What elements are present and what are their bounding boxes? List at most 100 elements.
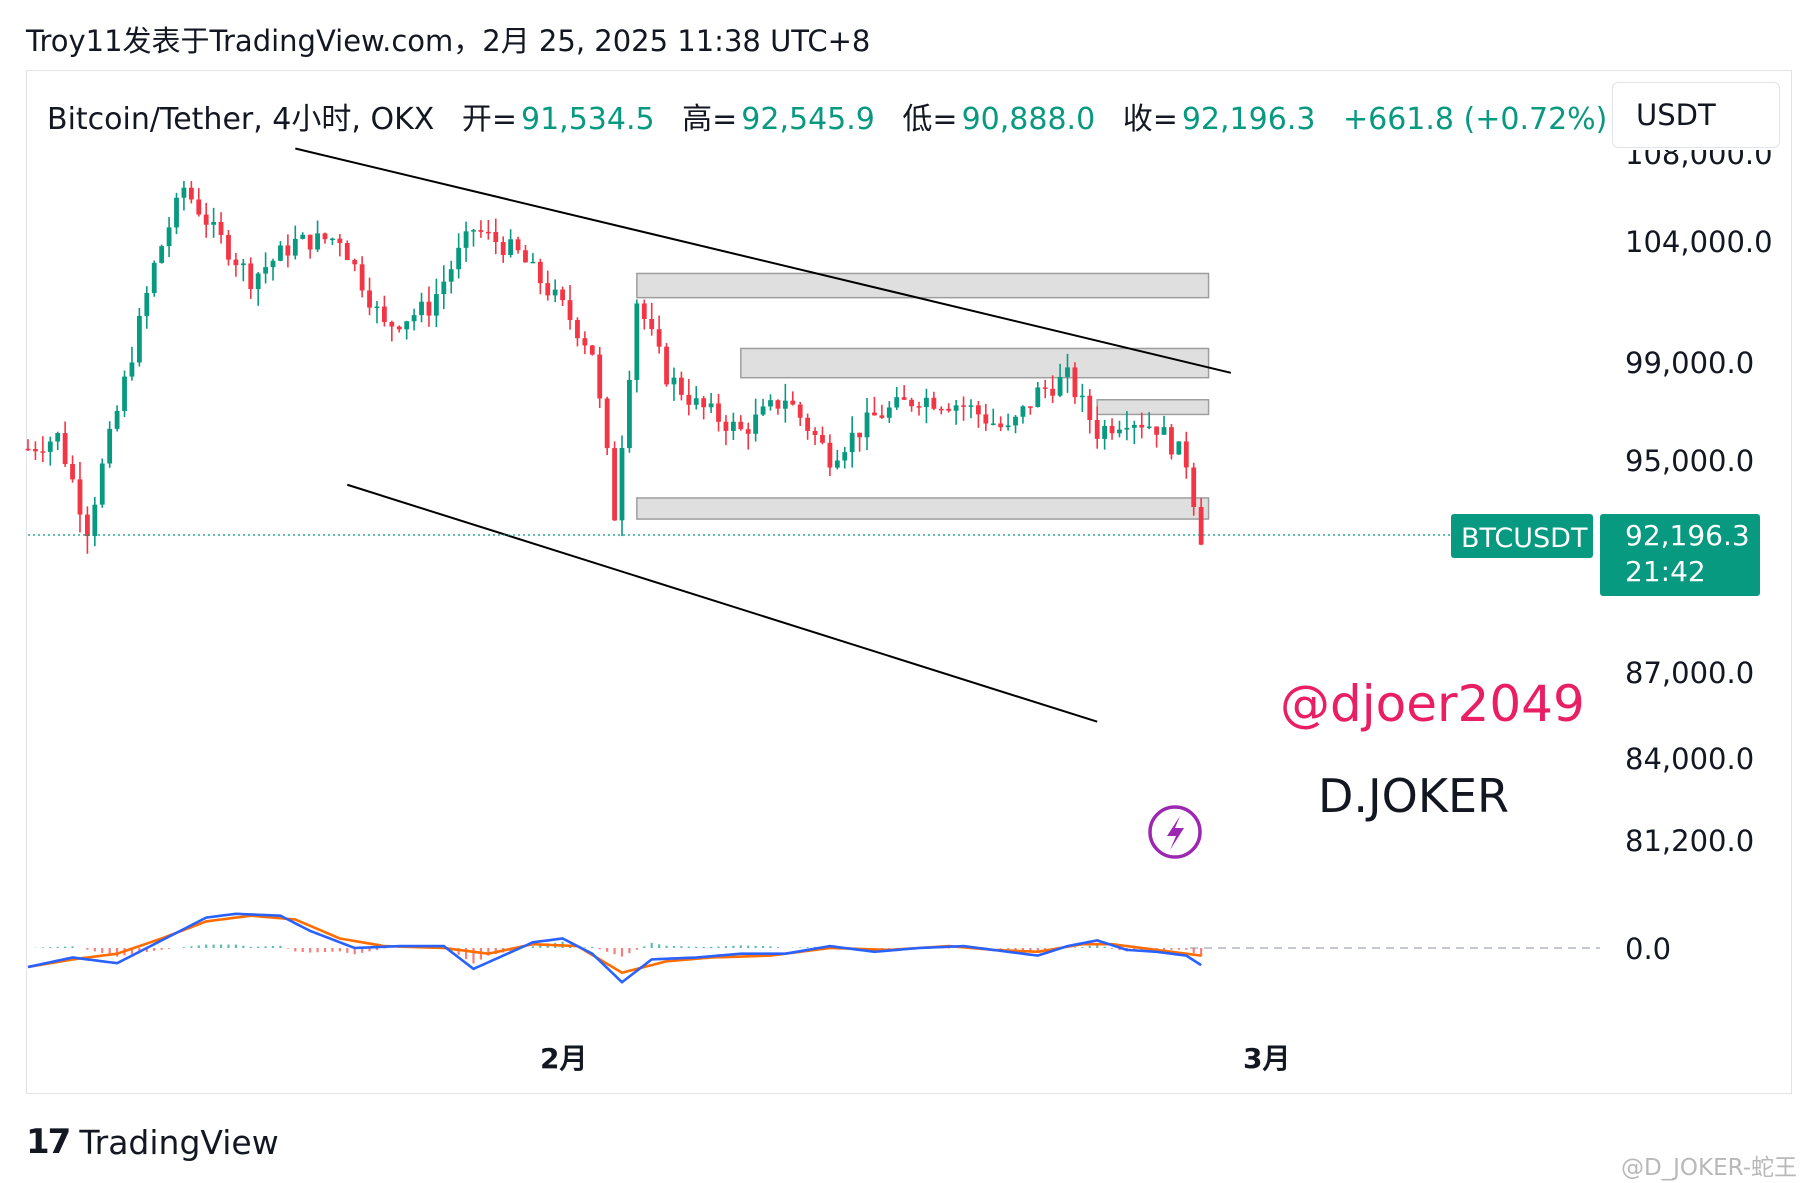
- candle-body: [827, 442, 833, 468]
- tv-logo-icon: 17: [26, 1122, 71, 1162]
- candle-body: [1087, 395, 1093, 421]
- candle-body: [968, 405, 974, 407]
- candle-body: [359, 264, 365, 291]
- candle-body: [1183, 441, 1189, 468]
- candle-body: [1042, 387, 1048, 389]
- candle-body: [92, 504, 98, 536]
- candle-body: [218, 221, 224, 235]
- candle-body: [122, 376, 127, 411]
- candle-body: [1013, 416, 1018, 426]
- macd-line: [27, 912, 1202, 984]
- candle-body: [203, 214, 209, 225]
- candle-body: [1176, 441, 1182, 455]
- candle-body: [738, 421, 744, 430]
- close-value: 92,196.3: [1181, 102, 1316, 137]
- resistance-zone: [1096, 399, 1210, 416]
- currency-button[interactable]: USDT: [1612, 82, 1780, 148]
- candle-body: [1131, 424, 1137, 428]
- candle-body: [99, 463, 105, 505]
- candle-body: [463, 231, 469, 248]
- candle-body: [485, 231, 491, 234]
- candle-body: [285, 245, 291, 256]
- candle-body: [1057, 376, 1063, 396]
- candle-body: [107, 428, 113, 464]
- low-value: 90,888.0: [961, 102, 1096, 137]
- price-axis-label: 84,000.0: [1625, 742, 1754, 776]
- candle-body: [760, 406, 766, 415]
- candle-body: [300, 234, 306, 239]
- price-axis-label: 95,000.0: [1625, 444, 1754, 478]
- candle-body: [1020, 406, 1026, 417]
- candle-body: [730, 421, 736, 431]
- candle-body: [619, 447, 625, 521]
- candle-body: [114, 410, 120, 429]
- candle-body: [641, 303, 647, 320]
- candle-body: [344, 243, 350, 260]
- price-axis-label: 81,200.0: [1625, 824, 1754, 858]
- publish-header: Troy11发表于TradingView.com，2月 25, 2025 11:…: [26, 24, 871, 58]
- candle-body: [441, 281, 447, 295]
- candle-body: [456, 247, 462, 270]
- candle-body: [627, 379, 632, 448]
- candle-body: [322, 233, 328, 240]
- candle-body: [77, 479, 83, 515]
- candle-body: [85, 514, 90, 536]
- candle-body: [62, 433, 68, 464]
- candle-body: [337, 238, 343, 244]
- candle-body: [649, 319, 655, 330]
- price-tag-countdown: 21:42: [1625, 555, 1706, 588]
- candle-body: [857, 432, 862, 438]
- candle-body: [679, 377, 684, 395]
- name-watermark: D.JOKER: [1318, 769, 1509, 823]
- candle-body: [589, 345, 595, 355]
- candle-body: [419, 301, 424, 316]
- candle-body: [144, 292, 150, 316]
- candle-body: [159, 246, 165, 263]
- candle-body: [1079, 395, 1085, 398]
- candle-body: [812, 430, 818, 435]
- candle-body: [664, 346, 669, 385]
- bolt-icon: [1167, 816, 1184, 850]
- candle-body: [671, 377, 677, 385]
- candle-body: [1139, 424, 1145, 428]
- candle-body: [552, 289, 558, 296]
- candle-body: [307, 234, 313, 250]
- candle-body: [1035, 387, 1041, 407]
- candle-body: [255, 273, 261, 290]
- candle-body: [151, 262, 157, 293]
- candle-body: [493, 232, 499, 243]
- candle-body: [1117, 429, 1122, 434]
- candle-body: [226, 234, 231, 260]
- candle-body: [374, 306, 380, 309]
- candle-body: [448, 269, 454, 282]
- candle-body: [961, 405, 966, 407]
- candle-body: [708, 403, 714, 408]
- candle-body: [211, 221, 217, 225]
- candle-body: [723, 421, 729, 431]
- trend-line: [295, 147, 1232, 374]
- candle-body: [1065, 367, 1070, 377]
- candle-body: [909, 399, 914, 407]
- close-label: 收=: [1122, 102, 1178, 137]
- corner-watermark: @D_JOKER-蛇王: [1620, 1155, 1797, 1181]
- candle-body: [40, 451, 46, 453]
- candle-body: [174, 197, 179, 228]
- candle-body: [1198, 506, 1204, 545]
- candle-body: [983, 414, 989, 424]
- candle-body: [1050, 388, 1056, 396]
- candle-body: [916, 406, 922, 408]
- time-axis-label: 2月: [540, 1042, 587, 1075]
- candle-body: [1161, 427, 1167, 435]
- candle-body: [1027, 406, 1033, 408]
- candle-body: [55, 433, 61, 442]
- candle-body: [1191, 467, 1197, 507]
- tradingview-logo[interactable]: 17 TradingView: [26, 1122, 279, 1162]
- chart-frame[interactable]: [26, 70, 1792, 1094]
- resistance-zone: [636, 497, 1210, 520]
- symbol-label[interactable]: Bitcoin/Tether, 4小时, OKX: [47, 102, 435, 137]
- candle-body: [233, 259, 239, 266]
- candle-body: [1005, 425, 1011, 428]
- candle-body: [545, 283, 551, 296]
- candle-body: [805, 417, 811, 431]
